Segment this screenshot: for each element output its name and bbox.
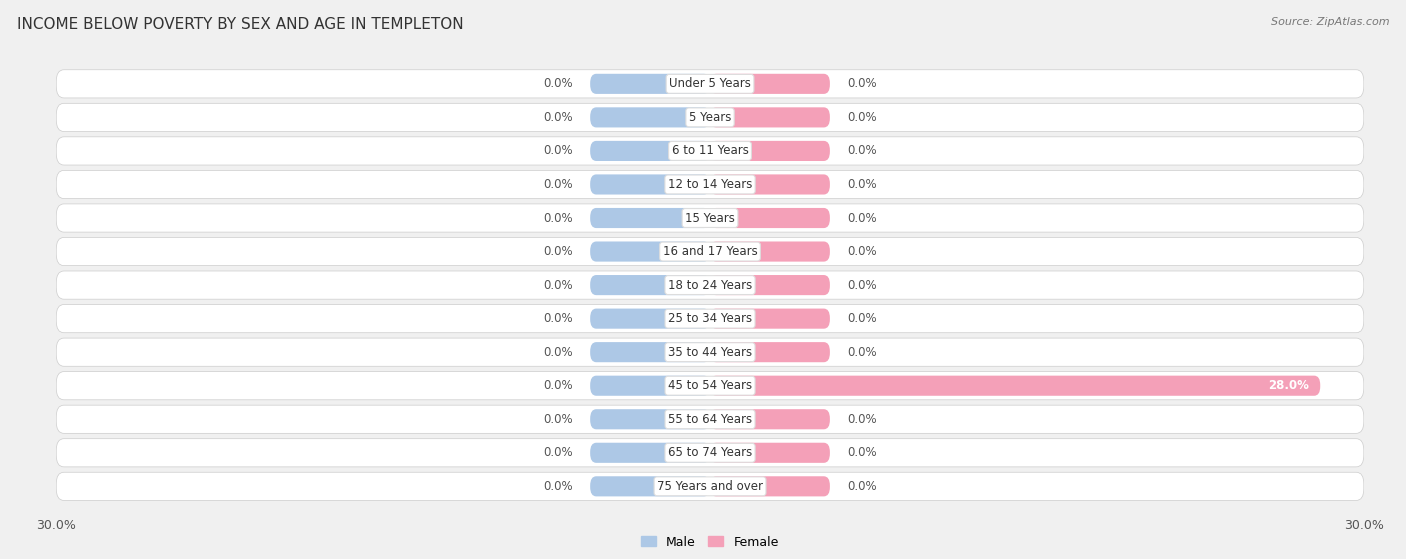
Text: 75 Years and over: 75 Years and over: [657, 480, 763, 493]
Text: 5 Years: 5 Years: [689, 111, 731, 124]
Text: 12 to 14 Years: 12 to 14 Years: [668, 178, 752, 191]
FancyBboxPatch shape: [591, 443, 710, 463]
FancyBboxPatch shape: [56, 170, 1364, 198]
FancyBboxPatch shape: [591, 107, 710, 127]
FancyBboxPatch shape: [710, 443, 830, 463]
FancyBboxPatch shape: [710, 342, 830, 362]
Text: 45 to 54 Years: 45 to 54 Years: [668, 379, 752, 392]
Text: 0.0%: 0.0%: [848, 446, 877, 459]
Text: 0.0%: 0.0%: [543, 211, 572, 225]
FancyBboxPatch shape: [710, 208, 830, 228]
Text: 0.0%: 0.0%: [848, 77, 877, 91]
FancyBboxPatch shape: [56, 439, 1364, 467]
FancyBboxPatch shape: [710, 275, 830, 295]
Text: 0.0%: 0.0%: [543, 245, 572, 258]
FancyBboxPatch shape: [56, 405, 1364, 433]
Text: Source: ZipAtlas.com: Source: ZipAtlas.com: [1271, 17, 1389, 27]
FancyBboxPatch shape: [56, 204, 1364, 232]
FancyBboxPatch shape: [710, 409, 830, 429]
Text: 0.0%: 0.0%: [543, 480, 572, 493]
Text: 0.0%: 0.0%: [848, 245, 877, 258]
FancyBboxPatch shape: [710, 476, 830, 496]
Text: 6 to 11 Years: 6 to 11 Years: [672, 144, 748, 158]
FancyBboxPatch shape: [591, 208, 710, 228]
FancyBboxPatch shape: [591, 309, 710, 329]
FancyBboxPatch shape: [591, 409, 710, 429]
Text: 65 to 74 Years: 65 to 74 Years: [668, 446, 752, 459]
Text: Under 5 Years: Under 5 Years: [669, 77, 751, 91]
FancyBboxPatch shape: [591, 376, 710, 396]
Text: INCOME BELOW POVERTY BY SEX AND AGE IN TEMPLETON: INCOME BELOW POVERTY BY SEX AND AGE IN T…: [17, 17, 464, 32]
Text: 0.0%: 0.0%: [543, 413, 572, 426]
Text: 0.0%: 0.0%: [543, 446, 572, 459]
Text: 0.0%: 0.0%: [848, 178, 877, 191]
Text: 0.0%: 0.0%: [543, 312, 572, 325]
Text: 35 to 44 Years: 35 to 44 Years: [668, 345, 752, 359]
FancyBboxPatch shape: [591, 74, 710, 94]
Text: 0.0%: 0.0%: [848, 278, 877, 292]
FancyBboxPatch shape: [56, 271, 1364, 299]
Text: 0.0%: 0.0%: [543, 345, 572, 359]
FancyBboxPatch shape: [56, 103, 1364, 131]
FancyBboxPatch shape: [56, 305, 1364, 333]
FancyBboxPatch shape: [710, 241, 830, 262]
Text: 25 to 34 Years: 25 to 34 Years: [668, 312, 752, 325]
Text: 0.0%: 0.0%: [543, 178, 572, 191]
Text: 0.0%: 0.0%: [848, 480, 877, 493]
FancyBboxPatch shape: [710, 107, 830, 127]
FancyBboxPatch shape: [591, 174, 710, 195]
Text: 0.0%: 0.0%: [848, 144, 877, 158]
Text: 18 to 24 Years: 18 to 24 Years: [668, 278, 752, 292]
FancyBboxPatch shape: [56, 338, 1364, 366]
Text: 28.0%: 28.0%: [1268, 379, 1309, 392]
FancyBboxPatch shape: [591, 342, 710, 362]
FancyBboxPatch shape: [56, 137, 1364, 165]
FancyBboxPatch shape: [710, 141, 830, 161]
FancyBboxPatch shape: [710, 74, 830, 94]
FancyBboxPatch shape: [591, 141, 710, 161]
FancyBboxPatch shape: [591, 476, 710, 496]
Text: 0.0%: 0.0%: [848, 413, 877, 426]
FancyBboxPatch shape: [56, 238, 1364, 266]
FancyBboxPatch shape: [56, 472, 1364, 500]
Text: 0.0%: 0.0%: [848, 211, 877, 225]
FancyBboxPatch shape: [591, 241, 710, 262]
FancyBboxPatch shape: [710, 376, 1320, 396]
Text: 0.0%: 0.0%: [848, 345, 877, 359]
Text: 0.0%: 0.0%: [543, 379, 572, 392]
Text: 0.0%: 0.0%: [543, 278, 572, 292]
Text: 0.0%: 0.0%: [848, 111, 877, 124]
FancyBboxPatch shape: [591, 275, 710, 295]
Text: 16 and 17 Years: 16 and 17 Years: [662, 245, 758, 258]
Text: 15 Years: 15 Years: [685, 211, 735, 225]
Text: 55 to 64 Years: 55 to 64 Years: [668, 413, 752, 426]
Text: 0.0%: 0.0%: [543, 144, 572, 158]
Text: 0.0%: 0.0%: [543, 77, 572, 91]
FancyBboxPatch shape: [56, 372, 1364, 400]
FancyBboxPatch shape: [710, 309, 830, 329]
Legend: Male, Female: Male, Female: [637, 530, 783, 553]
FancyBboxPatch shape: [56, 70, 1364, 98]
FancyBboxPatch shape: [710, 174, 830, 195]
Text: 0.0%: 0.0%: [848, 312, 877, 325]
Text: 0.0%: 0.0%: [543, 111, 572, 124]
